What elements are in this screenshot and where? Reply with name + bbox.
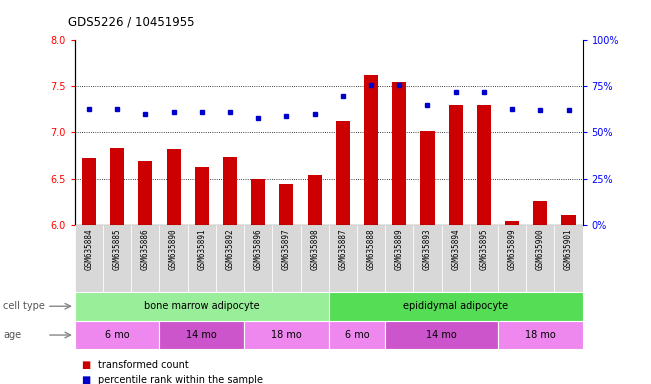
Text: GSM635889: GSM635889 — [395, 228, 404, 270]
Bar — [449, 105, 463, 225]
Bar — [470, 225, 498, 292]
Bar — [167, 149, 181, 225]
Bar — [498, 321, 583, 349]
Bar — [533, 201, 547, 225]
Bar — [555, 225, 583, 292]
Text: percentile rank within the sample: percentile rank within the sample — [98, 375, 262, 384]
Text: 18 mo: 18 mo — [271, 330, 302, 340]
Bar — [364, 75, 378, 225]
Bar — [526, 225, 555, 292]
Text: GSM635897: GSM635897 — [282, 228, 291, 270]
Text: GSM635901: GSM635901 — [564, 228, 573, 270]
Bar — [82, 158, 96, 225]
Bar — [159, 321, 244, 349]
Bar — [132, 225, 159, 292]
Bar — [498, 225, 526, 292]
Bar — [159, 225, 187, 292]
Text: GSM635895: GSM635895 — [479, 228, 488, 270]
Text: epididymal adipocyte: epididymal adipocyte — [403, 301, 508, 311]
Text: ■: ■ — [81, 360, 90, 370]
Text: transformed count: transformed count — [98, 360, 188, 370]
Bar — [385, 321, 498, 349]
Bar — [413, 225, 441, 292]
Text: GSM635898: GSM635898 — [310, 228, 319, 270]
Bar — [244, 225, 272, 292]
Bar — [441, 225, 470, 292]
Text: GSM635893: GSM635893 — [423, 228, 432, 270]
Bar — [385, 225, 413, 292]
Bar — [505, 221, 519, 225]
Bar — [329, 292, 583, 321]
Text: GSM635892: GSM635892 — [225, 228, 234, 270]
Text: 6 mo: 6 mo — [105, 330, 130, 340]
Bar — [251, 179, 266, 225]
Text: 14 mo: 14 mo — [426, 330, 457, 340]
Text: age: age — [3, 330, 21, 340]
Text: bone marrow adipocyte: bone marrow adipocyte — [144, 301, 260, 311]
Bar — [244, 321, 329, 349]
Bar — [187, 225, 216, 292]
Bar — [223, 157, 237, 225]
Text: GSM635884: GSM635884 — [85, 228, 94, 270]
Text: GSM635885: GSM635885 — [113, 228, 122, 270]
Bar — [75, 225, 103, 292]
Text: GSM635890: GSM635890 — [169, 228, 178, 270]
Text: cell type: cell type — [3, 301, 45, 311]
Text: GSM635894: GSM635894 — [451, 228, 460, 270]
Text: GSM635891: GSM635891 — [197, 228, 206, 270]
Bar — [75, 292, 329, 321]
Bar — [329, 321, 385, 349]
Text: 14 mo: 14 mo — [186, 330, 217, 340]
Text: GDS5226 / 10451955: GDS5226 / 10451955 — [68, 16, 195, 29]
Bar — [477, 105, 491, 225]
Bar — [139, 161, 152, 225]
Bar — [216, 225, 244, 292]
Text: GSM635887: GSM635887 — [339, 228, 348, 270]
Bar — [329, 225, 357, 292]
Bar — [421, 131, 435, 225]
Text: GSM635896: GSM635896 — [254, 228, 263, 270]
Bar — [561, 215, 575, 225]
Text: GSM635888: GSM635888 — [367, 228, 376, 270]
Text: 18 mo: 18 mo — [525, 330, 556, 340]
Bar — [279, 184, 294, 225]
Bar — [195, 167, 209, 225]
Bar — [110, 148, 124, 225]
Bar — [301, 225, 329, 292]
Bar — [103, 225, 132, 292]
Text: GSM635900: GSM635900 — [536, 228, 545, 270]
Bar — [392, 82, 406, 225]
Bar — [75, 321, 159, 349]
Bar — [336, 121, 350, 225]
Bar — [272, 225, 301, 292]
Text: 6 mo: 6 mo — [344, 330, 369, 340]
Text: GSM635886: GSM635886 — [141, 228, 150, 270]
Bar — [307, 175, 322, 225]
Bar — [357, 225, 385, 292]
Text: GSM635899: GSM635899 — [508, 228, 517, 270]
Text: ■: ■ — [81, 375, 90, 384]
